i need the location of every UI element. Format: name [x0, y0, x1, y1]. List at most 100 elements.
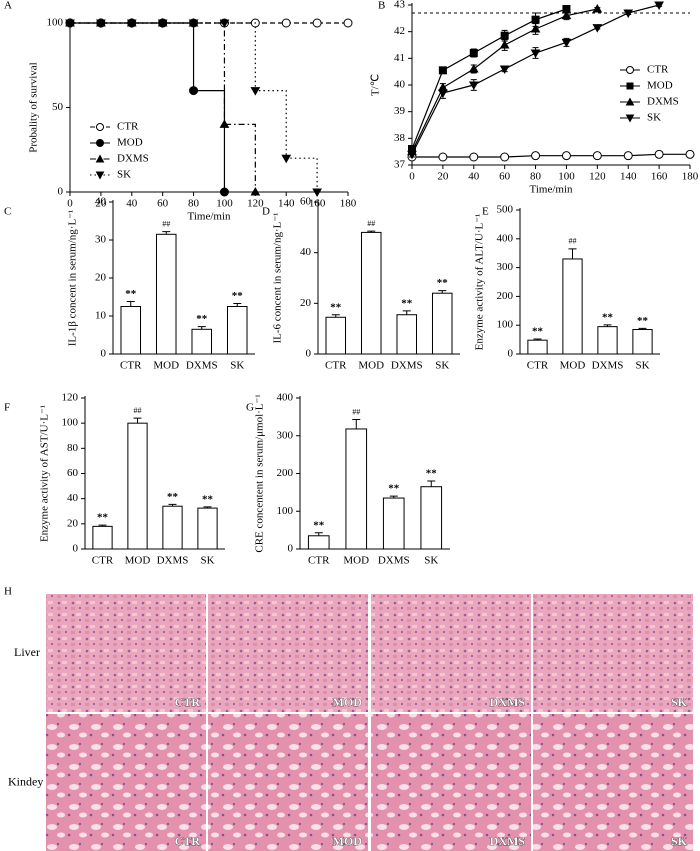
y-tick-label: 300 — [277, 429, 294, 441]
marker — [685, 149, 695, 159]
bar — [120, 306, 142, 355]
x-tick-label: MOD — [125, 555, 151, 567]
legend-marker — [626, 82, 634, 90]
marker — [312, 188, 322, 198]
marker — [499, 39, 510, 49]
legend-label: CTR — [117, 121, 139, 133]
y-tick-label: 40 — [95, 196, 107, 208]
y-tick-label: 40 — [394, 79, 406, 91]
legend-marker — [626, 66, 634, 74]
bar — [127, 422, 148, 550]
y-tick-label: 0 — [58, 186, 64, 198]
y-tick-label: 100 — [62, 417, 79, 429]
row-label: Liver — [14, 645, 40, 659]
x-tick-label: 160 — [309, 198, 326, 210]
x-tick-label: 0 — [67, 198, 73, 210]
x-tick-label: MOD — [153, 360, 179, 372]
y-tick-label: 200 — [497, 290, 514, 302]
marker — [654, 1, 664, 11]
y-tick-label: 38 — [394, 132, 406, 144]
significance-label: ** — [125, 288, 137, 300]
significance-label: ## — [569, 237, 577, 246]
significance-label: ** — [637, 315, 649, 327]
marker — [531, 151, 541, 161]
y-tick-label: 41 — [394, 52, 405, 64]
y-tick-label: 39 — [394, 105, 406, 117]
error-bar — [603, 324, 612, 327]
panel-label: B — [378, 0, 385, 12]
y-tick-label: 100 — [497, 319, 514, 331]
image-label: SK — [671, 834, 688, 848]
marker — [468, 81, 479, 91]
marker — [531, 15, 540, 24]
marker — [561, 151, 571, 161]
marker — [188, 19, 199, 29]
marker — [438, 66, 447, 75]
y-axis-title: IL-1β concent in serum/ng·L⁻¹ — [67, 210, 79, 347]
bar — [191, 328, 213, 355]
y-tick-label: 40 — [67, 492, 79, 504]
marker — [592, 24, 603, 33]
y-tick-label: 60 — [67, 467, 79, 479]
marker — [438, 152, 448, 162]
x-tick-label: 60 — [157, 198, 169, 210]
significance-label: ** — [532, 326, 544, 338]
legend-marker — [625, 114, 635, 123]
error-bar — [133, 417, 142, 424]
bar — [431, 292, 453, 355]
panel-label: F — [4, 402, 10, 414]
marker — [469, 49, 478, 57]
significance-label: ** — [330, 301, 342, 313]
x-tick-label: 20 — [437, 171, 449, 183]
y-tick-label: 20 — [95, 272, 107, 284]
bar — [325, 316, 347, 355]
error-bar — [533, 338, 542, 341]
series-line — [411, 8, 567, 150]
y-tick-label: 50 — [52, 101, 64, 113]
marker — [219, 119, 230, 128]
significance-label: ** — [232, 290, 244, 302]
panel-label: H — [4, 586, 12, 598]
error-bar — [438, 290, 447, 294]
marker — [157, 19, 168, 29]
image-label: MOD — [333, 695, 363, 709]
y-axis-title: Enzyme activity of AST/U·L⁻¹ — [39, 405, 51, 542]
error-bar — [197, 326, 206, 330]
bar — [382, 497, 405, 550]
error-bar — [233, 302, 242, 307]
error-bar — [638, 327, 647, 330]
significance-label: ** — [602, 311, 614, 323]
bar — [226, 306, 248, 355]
marker — [219, 19, 230, 29]
legend-marker — [95, 154, 105, 163]
x-tick-label: SK — [230, 360, 244, 372]
marker — [250, 186, 261, 196]
y-tick-label: 43 — [394, 0, 406, 11]
x-tick-label: 120 — [247, 198, 264, 210]
marker — [623, 151, 633, 161]
marker — [500, 31, 509, 40]
significance-label: ** — [426, 468, 438, 480]
y-tick-label: 40 — [300, 246, 312, 258]
bar — [345, 428, 368, 550]
series-line — [70, 22, 256, 192]
histology-image — [533, 714, 693, 851]
y-tick-label: 37 — [394, 159, 406, 171]
marker — [281, 18, 291, 28]
histology-image — [46, 594, 206, 712]
y-axis-title: T/℃ — [370, 74, 382, 96]
y-tick-label: 0 — [101, 348, 107, 360]
error-bar — [389, 495, 398, 499]
y-tick-label: 120 — [62, 392, 79, 404]
marker — [126, 19, 137, 29]
x-tick-label: SK — [200, 555, 214, 567]
error-bar — [126, 301, 135, 307]
x-tick-label: CTR — [120, 360, 142, 372]
panel-label: C — [4, 206, 11, 218]
y-tick-label: 30 — [95, 234, 107, 246]
x-tick-label: 100 — [216, 198, 233, 210]
legend-marker — [96, 123, 104, 131]
marker — [592, 151, 602, 161]
marker — [281, 154, 292, 164]
